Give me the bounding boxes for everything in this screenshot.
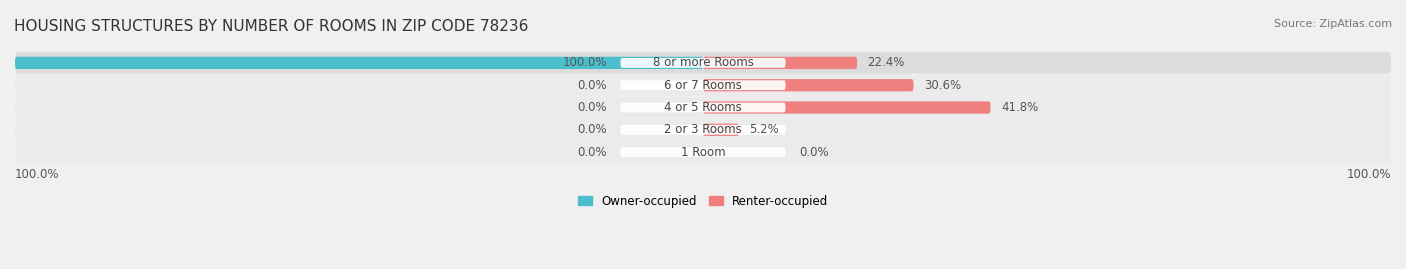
FancyBboxPatch shape [620,80,786,90]
Text: 0.0%: 0.0% [800,146,830,159]
FancyBboxPatch shape [620,102,786,112]
FancyBboxPatch shape [703,57,858,69]
Text: 0.0%: 0.0% [576,101,606,114]
FancyBboxPatch shape [620,147,786,157]
Text: 41.8%: 41.8% [1001,101,1038,114]
Text: 0.0%: 0.0% [576,123,606,136]
Text: 100.0%: 100.0% [562,56,606,69]
FancyBboxPatch shape [703,124,738,136]
FancyBboxPatch shape [15,52,1391,74]
Text: 1 Room: 1 Room [681,146,725,159]
Text: 100.0%: 100.0% [1347,168,1391,181]
FancyBboxPatch shape [703,101,991,114]
Text: 22.4%: 22.4% [868,56,905,69]
Text: 2 or 3 Rooms: 2 or 3 Rooms [664,123,742,136]
FancyBboxPatch shape [15,75,1391,96]
FancyBboxPatch shape [620,125,786,135]
FancyBboxPatch shape [703,79,914,91]
Text: 8 or more Rooms: 8 or more Rooms [652,56,754,69]
FancyBboxPatch shape [15,141,1391,163]
FancyBboxPatch shape [620,58,786,68]
Text: 5.2%: 5.2% [749,123,779,136]
Text: HOUSING STRUCTURES BY NUMBER OF ROOMS IN ZIP CODE 78236: HOUSING STRUCTURES BY NUMBER OF ROOMS IN… [14,19,529,34]
Text: 6 or 7 Rooms: 6 or 7 Rooms [664,79,742,92]
Legend: Owner-occupied, Renter-occupied: Owner-occupied, Renter-occupied [578,194,828,208]
Text: 30.6%: 30.6% [924,79,960,92]
Text: Source: ZipAtlas.com: Source: ZipAtlas.com [1274,19,1392,29]
FancyBboxPatch shape [15,119,1391,140]
Text: 0.0%: 0.0% [576,146,606,159]
FancyBboxPatch shape [15,57,703,69]
Text: 4 or 5 Rooms: 4 or 5 Rooms [664,101,742,114]
FancyBboxPatch shape [15,97,1391,118]
Text: 100.0%: 100.0% [15,168,59,181]
Text: 0.0%: 0.0% [576,79,606,92]
